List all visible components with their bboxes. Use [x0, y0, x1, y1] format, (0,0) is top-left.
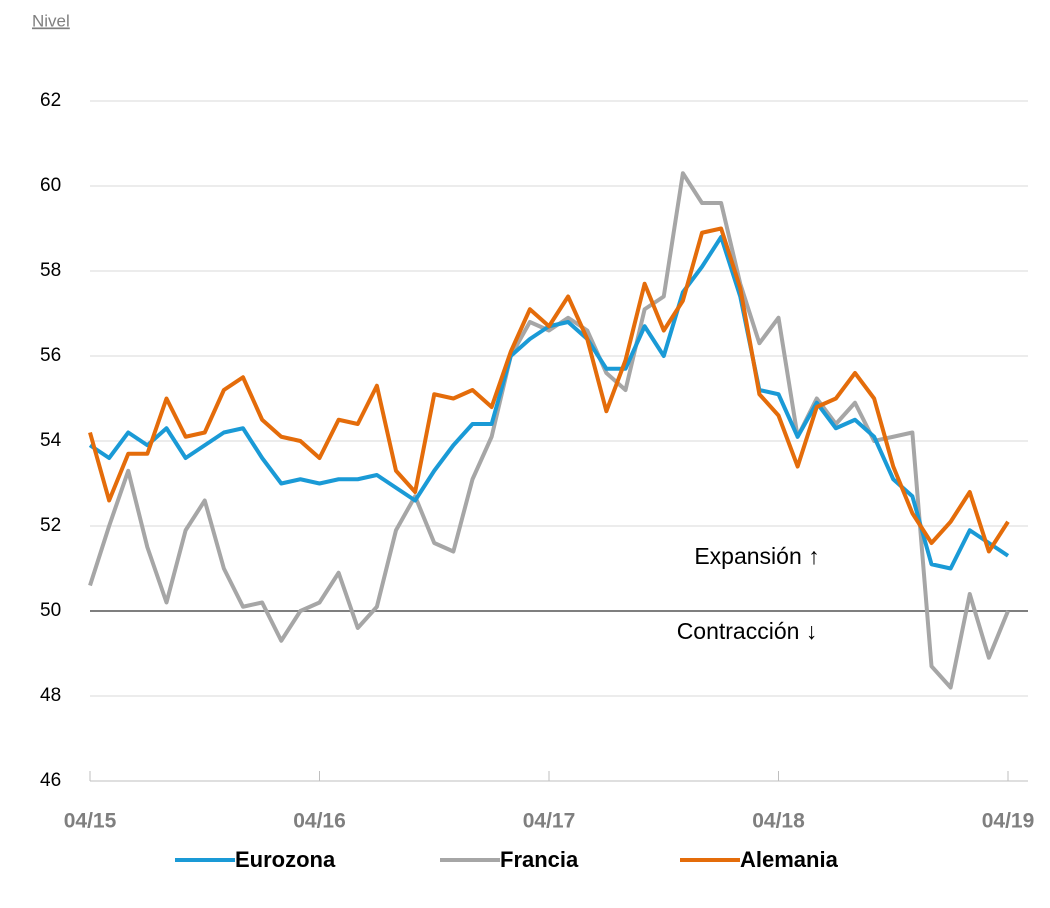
- x-tick-label: 04/17: [523, 810, 576, 833]
- y-tick-label: 46: [40, 770, 61, 791]
- y-tick-label: 60: [40, 175, 61, 196]
- y-tick-label: 50: [40, 600, 61, 621]
- x-tick-label: 04/19: [982, 810, 1035, 833]
- series-line: [88, 235, 1010, 571]
- x-tick-label: 04/18: [752, 810, 805, 833]
- y-tick-label: 52: [40, 515, 61, 536]
- annotation: Expansión ↑: [694, 543, 819, 569]
- legend-label: Alemania: [740, 847, 839, 872]
- y-tick-label: 48: [40, 685, 61, 706]
- annotation: Contracción ↓: [677, 618, 818, 644]
- legend-label: Eurozona: [235, 847, 336, 872]
- y-tick-label: 54: [40, 430, 62, 451]
- series-line: [88, 171, 1010, 690]
- y-tick-label: 56: [40, 345, 61, 366]
- y-axis-label: Nivel: [32, 11, 70, 30]
- y-tick-label: 58: [40, 260, 61, 281]
- x-tick-label: 04/15: [64, 810, 117, 833]
- x-tick-label: 04/16: [293, 810, 346, 833]
- y-tick-label: 62: [40, 90, 61, 111]
- series-line: [88, 226, 1010, 554]
- legend-label: Francia: [500, 847, 579, 872]
